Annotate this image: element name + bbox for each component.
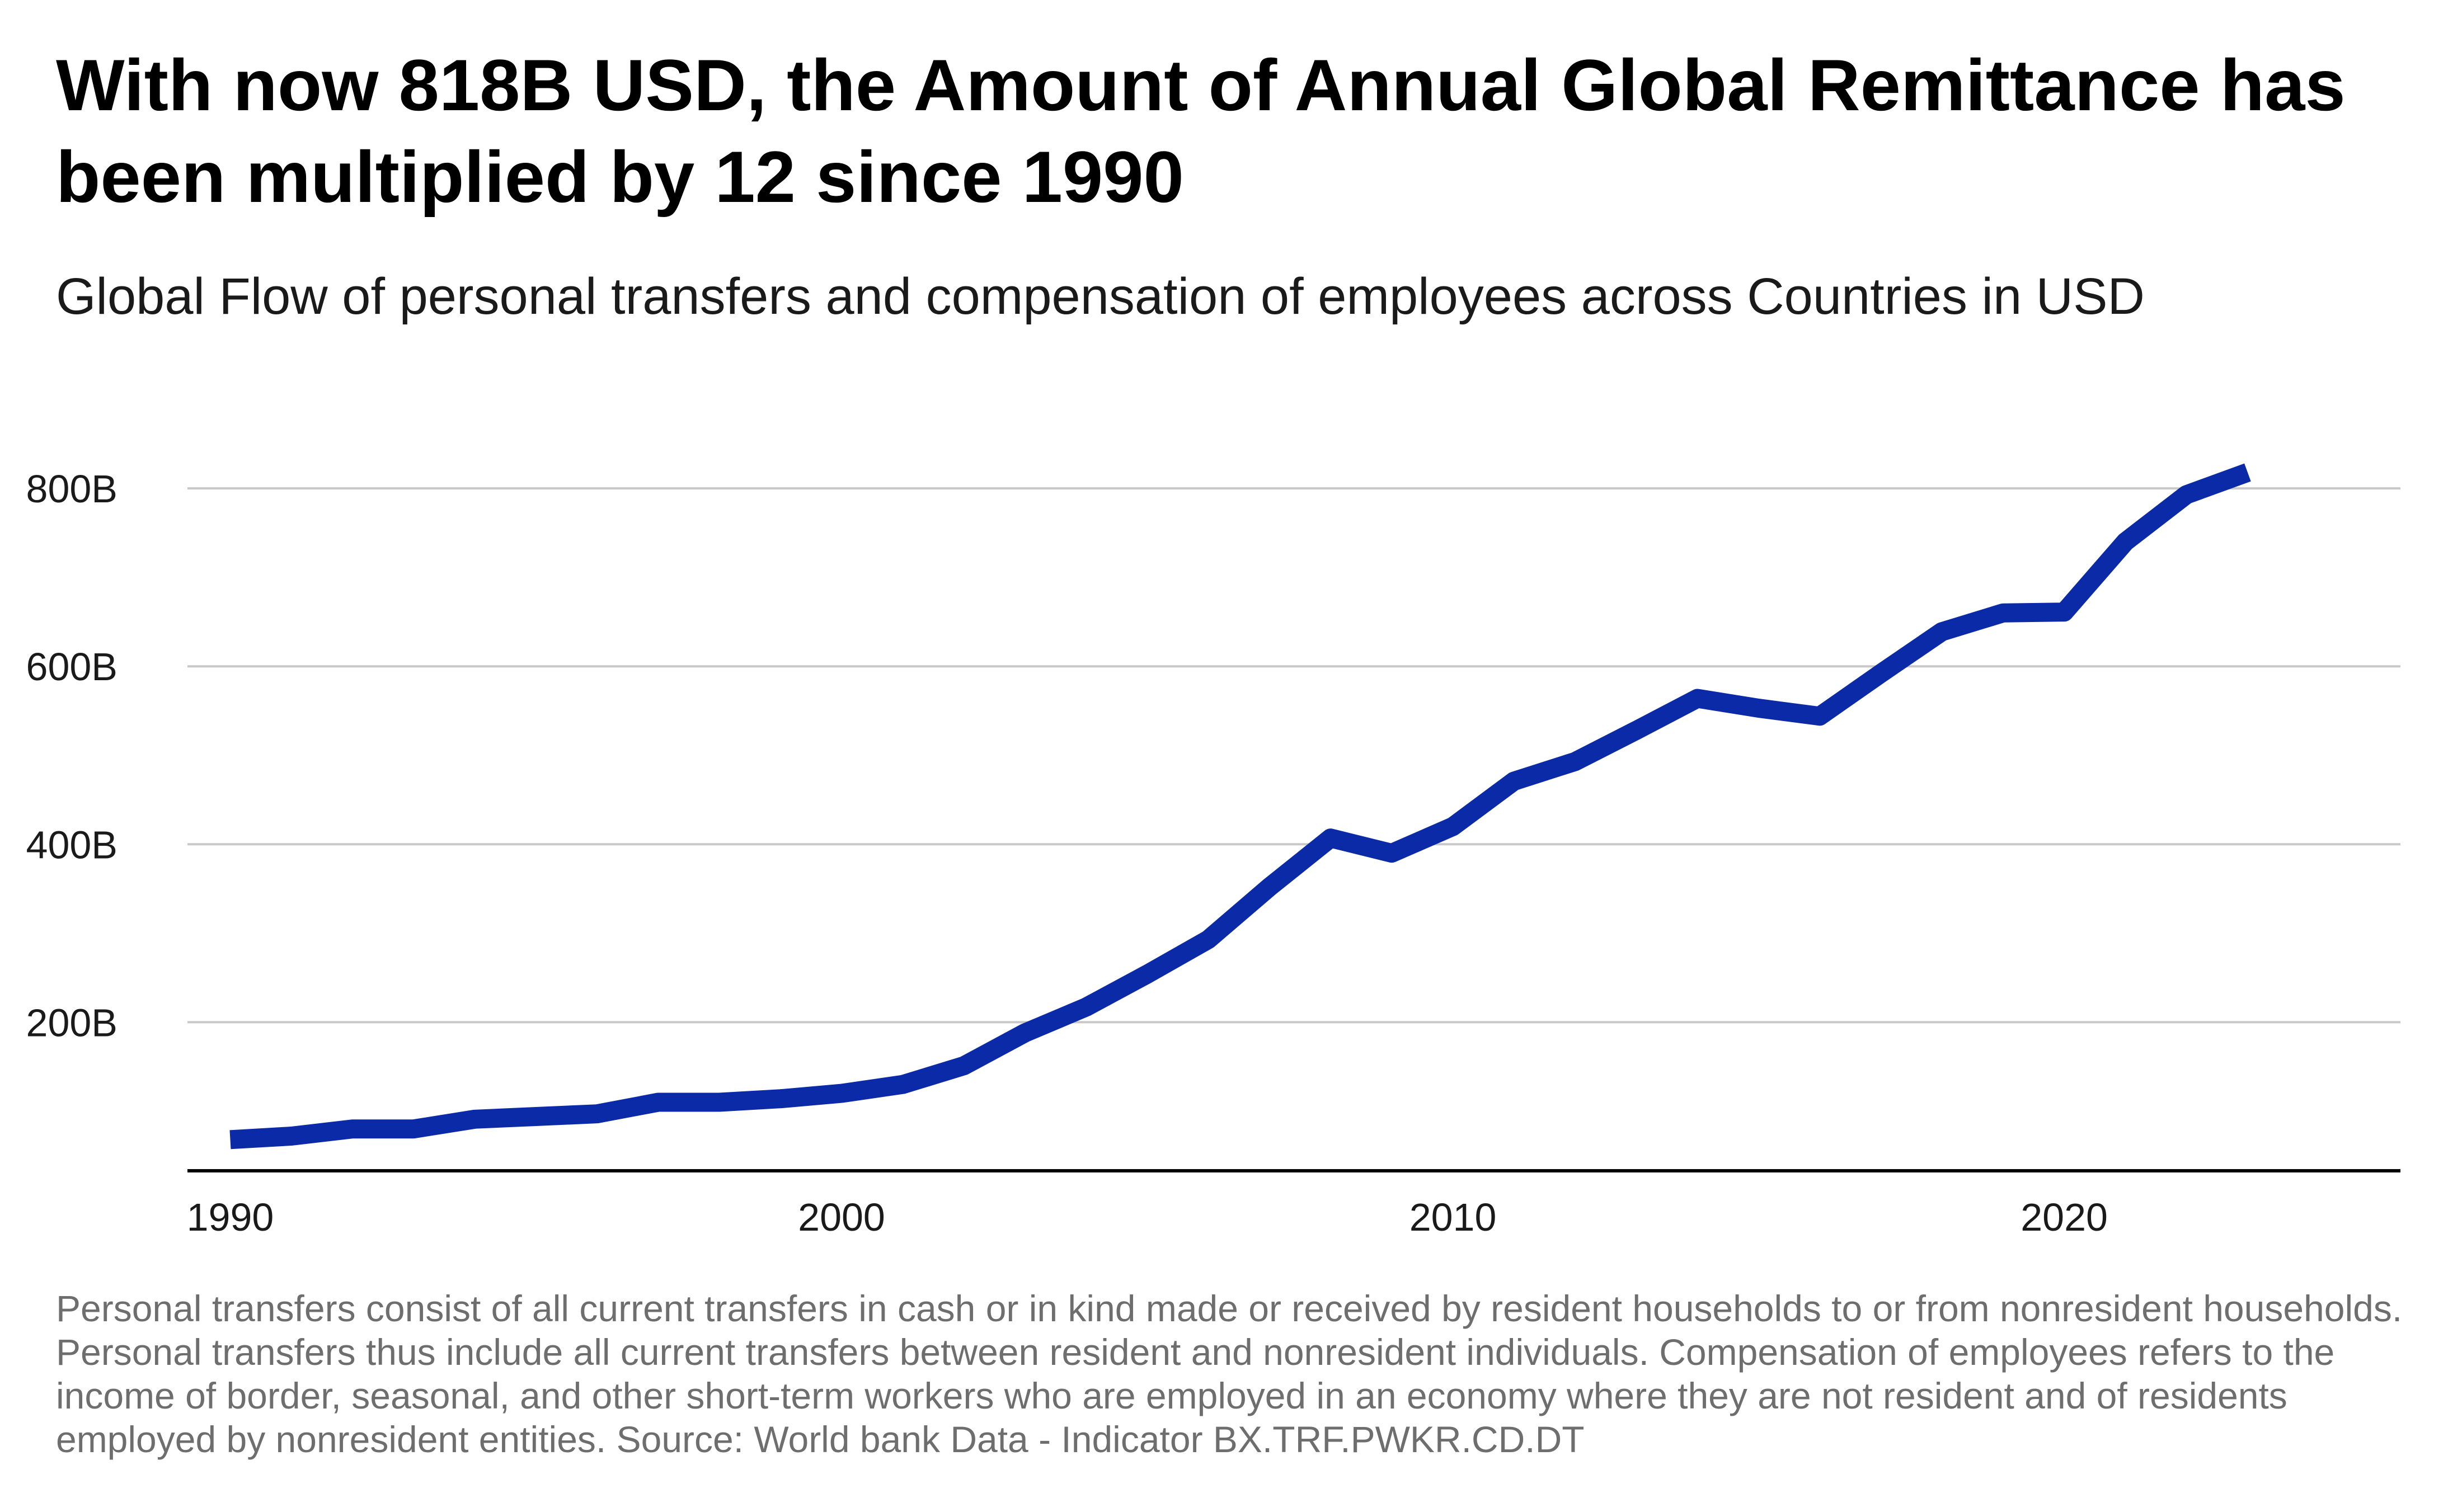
series-group xyxy=(229,463,2251,1150)
x-tick-label-2000: 2000 xyxy=(798,1195,885,1239)
chart-subtitle: Global Flow of personal transfers and co… xyxy=(56,268,2145,325)
y-tick-label-400: 400B xyxy=(26,823,118,866)
chart-title: With now 818B USD, the Amount of Annual … xyxy=(56,44,2346,218)
series-line-0 xyxy=(229,463,2251,1150)
x-tick-label-1990: 1990 xyxy=(187,1195,274,1239)
y-tick-label-600: 600B xyxy=(26,645,118,689)
y-tick-label-800: 800B xyxy=(26,467,118,511)
y-tick-label-200: 200B xyxy=(26,1001,118,1044)
source-caption: Personal transfers consist of all curren… xyxy=(56,1288,2403,1460)
x-tick-label-2020: 2020 xyxy=(2021,1195,2108,1239)
grid-lines xyxy=(187,487,2400,1024)
x-tick-label-2010: 2010 xyxy=(1409,1195,1497,1239)
x-axis-labels: 1990 2000 2010 2020 xyxy=(187,1195,2108,1239)
y-axis-labels: 200B 400B 600B 800B xyxy=(26,467,118,1044)
